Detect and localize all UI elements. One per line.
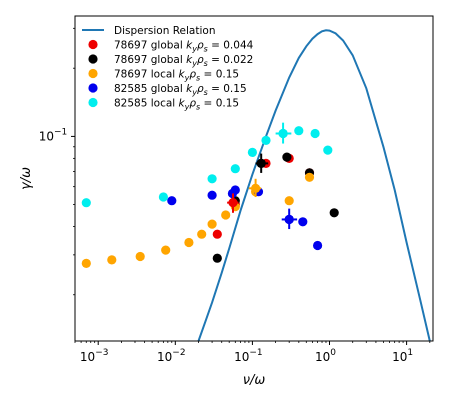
- plot-frame: [74, 15, 434, 342]
- legend-label: 78697 global kyρs = 0.044: [114, 40, 254, 54]
- scatter-point-series-4: [247, 147, 257, 157]
- legend-marker: [88, 54, 98, 64]
- legend-label: 82585 local kyρs = 0.15: [114, 98, 239, 112]
- error-marker: [275, 122, 292, 144]
- scatter-point-series-3: [298, 217, 308, 227]
- error-marker-point: [250, 183, 261, 193]
- scatter-point-series-2: [81, 258, 91, 268]
- error-marker: [227, 193, 239, 213]
- scatter-point-series-2: [304, 172, 315, 182]
- scatter-point-series-3: [207, 190, 217, 200]
- x-axis-label: ν/ω: [243, 373, 266, 388]
- scatter-point-series-3: [313, 240, 323, 251]
- legend-marker: [88, 39, 98, 50]
- scatter-point-series-1: [212, 253, 222, 263]
- legend-marker: [88, 68, 98, 79]
- legend-marker: [88, 97, 98, 108]
- legend: Dispersion Relation 78697 global kyρs = 0…: [82, 25, 254, 112]
- y-axis-label: γ/ω: [19, 167, 34, 190]
- scatter-point-series-0: [212, 229, 222, 239]
- error-marker-point: [256, 158, 266, 169]
- legend-label: 78697 global kyρs = 0.022: [114, 54, 253, 68]
- error-marker-point: [228, 198, 238, 208]
- scatter-point-series-1: [282, 152, 292, 162]
- error-marker: [255, 153, 269, 173]
- scatter-point-series-4: [81, 198, 91, 208]
- legend-label: 78697 local kyρs = 0.15: [114, 69, 239, 83]
- scatter-point-series-2: [221, 210, 231, 220]
- scatter-point-series-4: [310, 128, 320, 139]
- plot-marks: [81, 29, 431, 341]
- scatter-point-series-3: [230, 185, 240, 195]
- scatter-point-series-4: [158, 192, 168, 202]
- scatter-point-series-2: [184, 237, 194, 248]
- scatter-point-series-4: [323, 145, 333, 155]
- scatter-point-series-4: [261, 135, 271, 145]
- scatter-point-series-2: [284, 196, 294, 206]
- scatter-point-series-4: [230, 164, 240, 174]
- scatter-point-series-3: [167, 196, 177, 206]
- dispersion-relation-line: [197, 29, 431, 341]
- error-marker-point: [284, 214, 294, 225]
- legend-label-dispersion: Dispersion Relation: [114, 25, 215, 37]
- legend-marker: [88, 83, 98, 93]
- error-marker: [281, 208, 298, 230]
- scatter-point-series-4: [294, 126, 304, 136]
- error-marker: [248, 178, 262, 198]
- scatter-point-series-2: [197, 229, 207, 239]
- scatter-point-series-2: [107, 255, 117, 265]
- scatter-point-series-1: [329, 208, 339, 218]
- legend-label: 82585 global kyρs = 0.15: [114, 83, 247, 97]
- scatter-point-series-2: [161, 245, 171, 255]
- scatter-point-series-4: [207, 174, 217, 184]
- error-marker-point: [278, 128, 288, 139]
- scatter-point-series-2: [207, 219, 217, 229]
- scatter-point-series-2: [135, 251, 145, 262]
